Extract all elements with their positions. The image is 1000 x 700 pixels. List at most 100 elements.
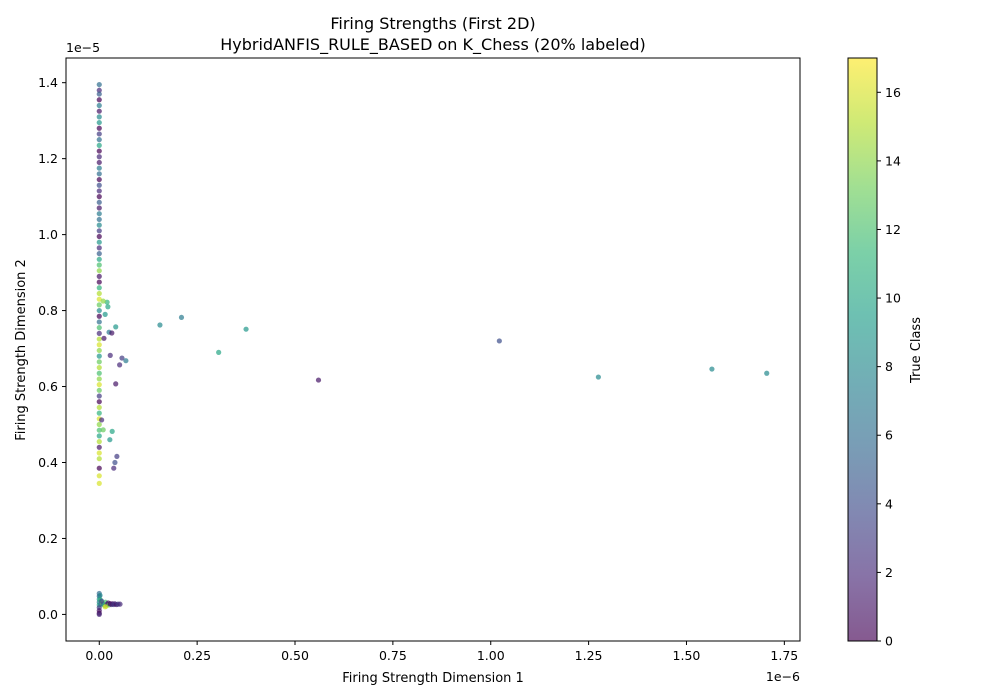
- scatter-point: [96, 137, 102, 143]
- scatter-point: [96, 353, 102, 359]
- scatter-point: [96, 148, 102, 154]
- x-tick-label: 0.00: [85, 648, 113, 663]
- chart-subtitle: HybridANFIS_RULE_BASED on K_Chess (20% l…: [220, 35, 646, 55]
- scatter-point: [113, 381, 119, 387]
- scatter-point: [315, 377, 322, 383]
- scatter-point: [117, 601, 123, 607]
- scatter-point: [114, 453, 120, 460]
- scatter-point: [96, 450, 102, 456]
- scatter-point: [96, 387, 102, 393]
- scatter-point: [109, 428, 115, 434]
- scatter-point: [96, 319, 102, 325]
- scatter-point: [96, 216, 102, 223]
- scatter-point: [96, 125, 102, 131]
- colorbar-tick-label: 2: [885, 565, 893, 580]
- scatter-point: [109, 330, 115, 336]
- scatter-point: [96, 87, 102, 93]
- x-tick-label: 0.50: [281, 648, 309, 663]
- scatter-point: [96, 302, 102, 308]
- scatter-point: [107, 437, 113, 443]
- scatter-point: [96, 444, 102, 450]
- colorbar-tick-label: 8: [885, 359, 893, 374]
- x-tick-label: 1.25: [575, 648, 603, 663]
- colorbar-axis: 0 2 4 6 8 10 12 14 16: [877, 85, 901, 649]
- colorbar-tick-label: 12: [885, 222, 901, 237]
- scatter-point: [96, 296, 102, 302]
- scatter-point: [96, 176, 102, 183]
- colorbar-tick-label: 14: [885, 153, 901, 168]
- scatter-point: [96, 370, 102, 376]
- scatter-point: [157, 322, 163, 328]
- y-tick-label: 0.6: [38, 379, 58, 394]
- scatter-point: [104, 299, 110, 305]
- scatter-point: [100, 427, 106, 433]
- scatter-point: [178, 314, 185, 321]
- scatter-point: [96, 307, 102, 314]
- chart-title: Firing Strengths (First 2D): [330, 14, 535, 33]
- scatter-point: [96, 611, 102, 618]
- scatter-point: [99, 598, 105, 604]
- scatter-point: [113, 324, 119, 330]
- scatter-point: [764, 370, 770, 376]
- y-tick-label: 0.0: [38, 607, 58, 622]
- scatter-point: [96, 465, 102, 471]
- scatter-point: [96, 142, 102, 148]
- x-tick-label: 1.50: [673, 648, 701, 663]
- scatter-point: [96, 97, 102, 103]
- scatter-point: [96, 342, 102, 348]
- scatter-point: [96, 330, 102, 336]
- scatter-point: [96, 285, 102, 291]
- scatter-point: [96, 188, 102, 194]
- y-tick-label: 1.2: [38, 151, 58, 166]
- scatter-point: [96, 439, 102, 445]
- y-tick-label: 1.0: [38, 227, 58, 242]
- x-axis: 0.00 0.25 0.50 0.75 1.00 1.25 1.50 1.75: [85, 641, 798, 663]
- scatter-point: [96, 199, 102, 205]
- scatter-point: [96, 359, 102, 365]
- scatter-point: [96, 427, 102, 433]
- scatter-point: [96, 399, 102, 405]
- scatter-point: [96, 211, 102, 217]
- colorbar-label: True Class: [909, 317, 924, 384]
- points-layer: [96, 81, 770, 618]
- scatter-point: [216, 349, 222, 355]
- scatter-point: [496, 338, 502, 344]
- scatter-point: [96, 456, 102, 462]
- scatter-point: [96, 376, 102, 382]
- scatter-point: [96, 347, 102, 354]
- x-tick-label: 0.75: [379, 648, 407, 663]
- y-tick-label: 1.4: [38, 75, 58, 90]
- scatter-point: [99, 417, 105, 423]
- y-tick-label: 0.2: [38, 531, 58, 546]
- scatter-point: [96, 480, 102, 486]
- scatter-point: [96, 165, 102, 171]
- scatter-point: [96, 239, 102, 245]
- colorbar-tick-label: 16: [885, 85, 901, 100]
- scatter-point: [96, 182, 102, 188]
- scatter-point: [96, 233, 102, 240]
- colorbar-tick-label: 10: [885, 291, 901, 306]
- x-tick-label: 1.75: [770, 648, 798, 663]
- scatter-point: [97, 592, 103, 599]
- scatter-point: [112, 459, 118, 466]
- scatter-point: [96, 251, 102, 257]
- scatter-point: [96, 433, 102, 439]
- scatter-point: [96, 228, 102, 234]
- x-tick-label: 1.00: [477, 648, 505, 663]
- scatter-point: [117, 362, 123, 368]
- scatter-point: [96, 364, 102, 371]
- y-offset-label: 1e−5: [66, 40, 100, 55]
- scatter-point: [96, 268, 102, 274]
- scatter-point: [96, 171, 102, 177]
- scatter-point: [96, 205, 102, 211]
- scatter-point: [96, 81, 102, 88]
- scatter-point: [96, 325, 102, 331]
- scatter-point: [119, 355, 125, 361]
- scatter-point: [96, 131, 102, 137]
- scatter-point: [96, 410, 102, 416]
- scatter-point: [96, 279, 102, 285]
- y-tick-label: 0.8: [38, 303, 58, 318]
- scatter-point: [123, 358, 129, 364]
- scatter-point: [96, 382, 102, 388]
- scatter-point: [96, 222, 102, 228]
